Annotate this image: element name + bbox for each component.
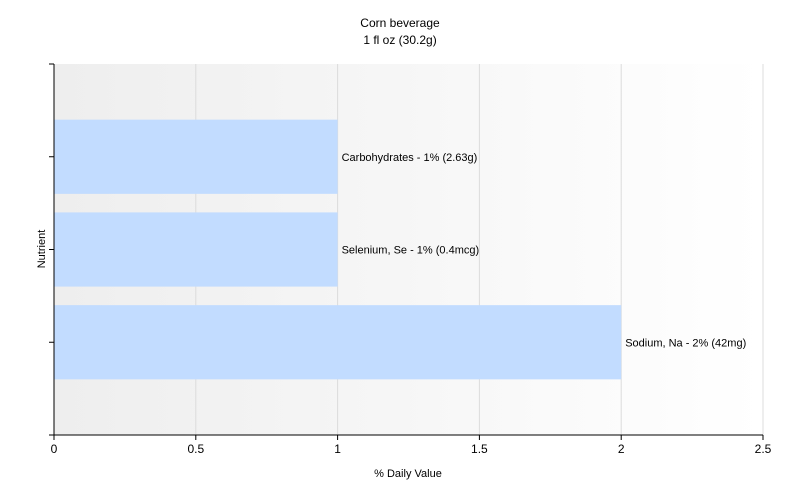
data-label: Carbohydrates - 1% (2.63g): [342, 152, 478, 164]
data-label: Selenium, Se - 1% (0.4mcg): [342, 245, 480, 257]
bars: [54, 119, 622, 380]
bar: [54, 305, 622, 380]
x-axis-title: % Daily Value: [374, 468, 442, 480]
x-tick-label: 2.5: [755, 442, 772, 456]
axes: 0 0.5 1 1.5 2 2.5: [49, 63, 772, 456]
x-tick-label: 0.5: [187, 442, 204, 456]
bar: [54, 119, 338, 194]
data-labels: Carbohydrates - 1% (2.63g) Selenium, Se -…: [342, 152, 747, 350]
x-tick-label: 1.5: [471, 442, 488, 456]
x-tick-label: 1: [334, 442, 341, 456]
bar: [54, 212, 338, 287]
chart-subtitle: 1 fl oz (30.2g): [363, 33, 436, 47]
chart-title: Corn beverage: [360, 16, 440, 30]
data-label: Sodium, Na - 2% (42mg): [625, 337, 746, 349]
x-tick-label: 2: [618, 442, 625, 456]
x-tick-label: 0: [51, 442, 58, 456]
y-axis-title: Nutrient: [36, 230, 48, 269]
